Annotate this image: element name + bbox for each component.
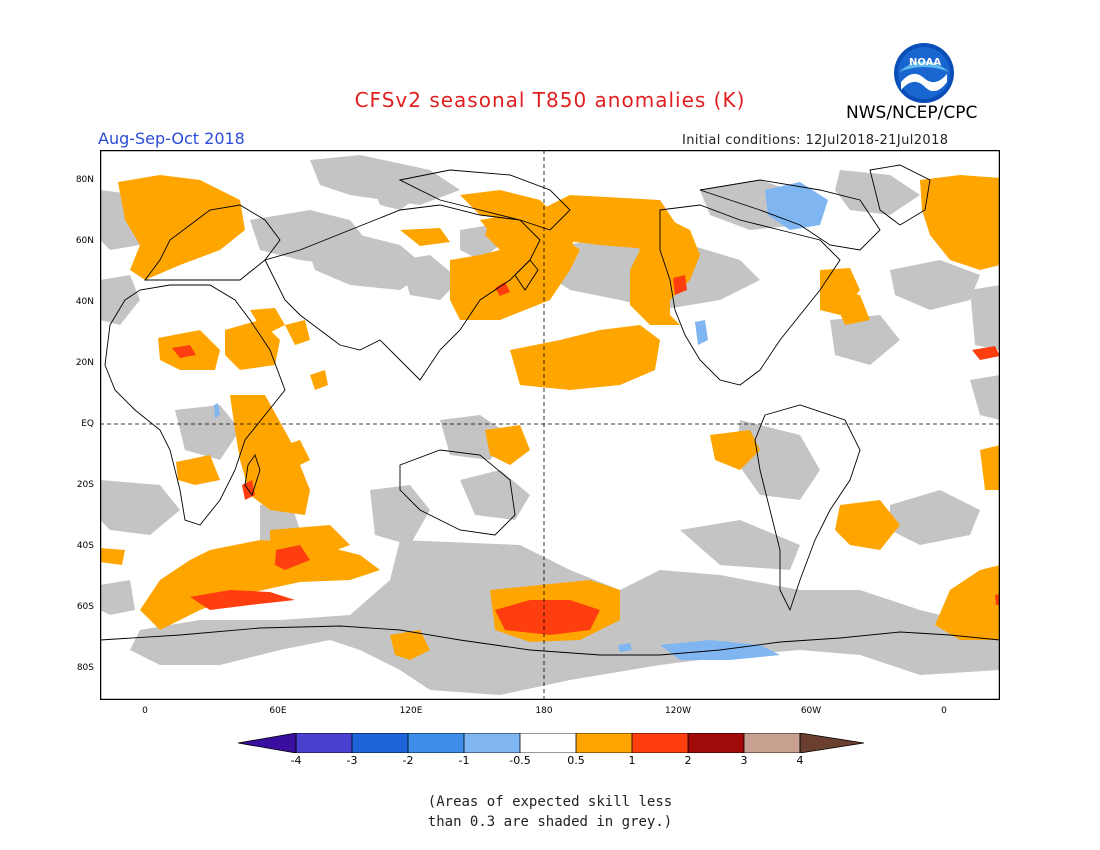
colorbar-swatch [632, 733, 688, 753]
map-title: CFSv2 seasonal T850 anomalies (K) [354, 88, 746, 112]
colorbar-label: 1 [628, 754, 636, 767]
strong-warm-anomaly-areas [172, 275, 1000, 635]
colorbar-swatch [464, 733, 520, 753]
noaa-logo: NOAA [893, 42, 955, 104]
colorbar-label: 4 [796, 754, 804, 767]
lat-label: EQ [81, 419, 94, 429]
colorbar-label: -0.5 [509, 754, 531, 767]
colorbar-swatch [688, 733, 744, 753]
lon-label: 60E [269, 706, 287, 716]
org-label: NWS/NCEP/CPC [846, 103, 978, 123]
colorbar-label: -2 [402, 754, 414, 767]
lat-label: 80S [76, 663, 94, 673]
lon-label: 0 [941, 706, 947, 716]
lon-label: 120W [664, 706, 692, 716]
coastlines [100, 164, 1000, 656]
lon-label: 180 [535, 706, 553, 716]
lon-label: 0 [142, 706, 148, 716]
logo-text: NOAA [909, 57, 942, 68]
colorbar-swatch [296, 733, 352, 753]
skill-note-line: (Areas of expected skill less [427, 794, 673, 810]
lon-label: 60W [800, 706, 822, 716]
colorbar-label: -3 [346, 754, 358, 767]
colorbar-swatch [408, 733, 464, 753]
skill-note-line: than 0.3 are shaded in grey.) [427, 814, 673, 830]
colorbar-swatch [238, 733, 296, 753]
lat-label: 20S [76, 480, 94, 490]
colorbar-label: 3 [740, 754, 748, 767]
colorbar-swatch [576, 733, 632, 753]
colorbar-label: 2 [684, 754, 692, 767]
init-conditions-label: Initial conditions: 12Jul2018-21Jul2018 [682, 133, 949, 148]
colorbar [238, 733, 864, 753]
colorbar-label: -1 [458, 754, 470, 767]
skill-note: (Areas of expected skill less than 0.3 a… [0, 792, 1100, 832]
lat-label: 60N [75, 236, 94, 246]
colorbar-label: 0.5 [567, 754, 585, 767]
lat-label: 40S [76, 541, 94, 551]
period-label: Aug-Sep-Oct 2018 [98, 129, 245, 148]
lat-label: 60S [76, 602, 94, 612]
lon-label: 120E [399, 706, 423, 716]
anomaly-map [100, 150, 1000, 700]
colorbar-swatch [800, 733, 864, 753]
lat-label: 80N [75, 175, 94, 185]
lat-label: 20N [75, 358, 94, 368]
colorbar-swatch [744, 733, 800, 753]
colorbar-swatch [520, 733, 576, 753]
lat-label: 40N [75, 297, 94, 307]
colorbar-label: -4 [290, 754, 302, 767]
colorbar-swatch [352, 733, 408, 753]
